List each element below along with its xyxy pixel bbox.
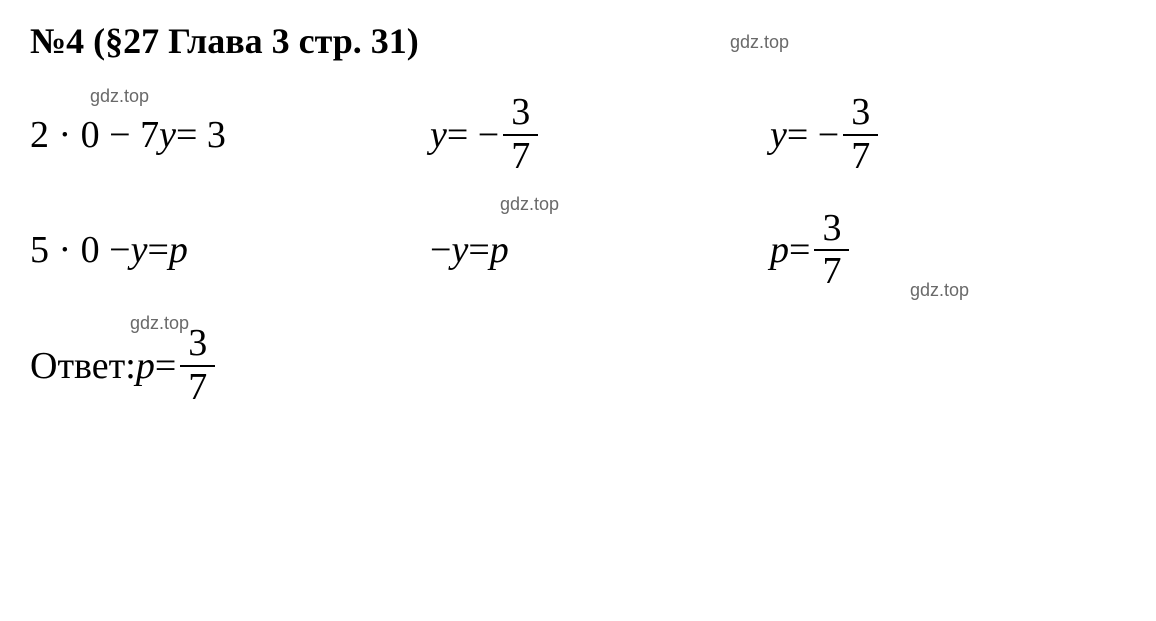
text: = [147,228,168,272]
var-p: p [136,344,155,388]
denominator: 7 [503,136,538,178]
fraction: 3 7 [503,92,538,178]
var-p: p [490,228,509,272]
fraction: 3 7 [180,323,215,409]
denominator: 7 [814,251,849,293]
text: = [789,228,810,272]
numerator: 3 [814,208,849,252]
eq-r2c3: p = 3 7 [770,208,1070,294]
text: = − [447,113,499,157]
var-y: y [451,228,468,272]
text: = [468,228,489,272]
answer-label: Ответ: [30,344,136,388]
text: = − [787,113,839,157]
numerator: 3 [503,92,538,136]
fraction: 3 7 [814,208,849,294]
text: = [155,344,176,388]
answer-row: gdz.top Ответ: p = 3 7 [30,323,1126,409]
eq-r1c3: y = − 3 7 [770,92,1070,178]
var-p: p [169,228,188,272]
fraction: 3 7 [843,92,878,178]
watermark-r2a: gdz.top [500,194,559,215]
text: 2 · 0 − 7 [30,113,159,157]
numerator: 3 [843,92,878,136]
document-container: №4 (§27 Глава 3 стр. 31) gdz.top gdz.top… [30,20,1126,409]
equation-row-1: gdz.top 2 · 0 − 7y = 3 y = − 3 7 y = − 3… [30,92,1126,178]
denominator: 7 [843,136,878,178]
eq-r2c2: − y = p [430,228,770,272]
equation-row-2: gdz.top gdz.top 5 · 0 − y = p − y = p p … [30,208,1126,294]
var-y: y [430,113,447,157]
eq-r2c1: 5 · 0 − y = p [30,228,430,272]
eq-r1c2: y = − 3 7 [430,92,770,178]
text: 5 · 0 − [30,228,131,272]
eq-r1c1: 2 · 0 − 7y = 3 [30,113,430,157]
var-y: y [770,113,787,157]
watermark-r1: gdz.top [90,86,149,107]
var-y: y [131,228,148,272]
text: − [430,228,451,272]
page-title: №4 (§27 Глава 3 стр. 31) [30,20,1126,62]
watermark-answer: gdz.top [130,313,189,334]
var-y: y [159,113,176,157]
denominator: 7 [180,367,215,409]
watermark-top: gdz.top [730,32,789,53]
var-p: p [770,228,789,272]
text: = 3 [176,113,226,157]
